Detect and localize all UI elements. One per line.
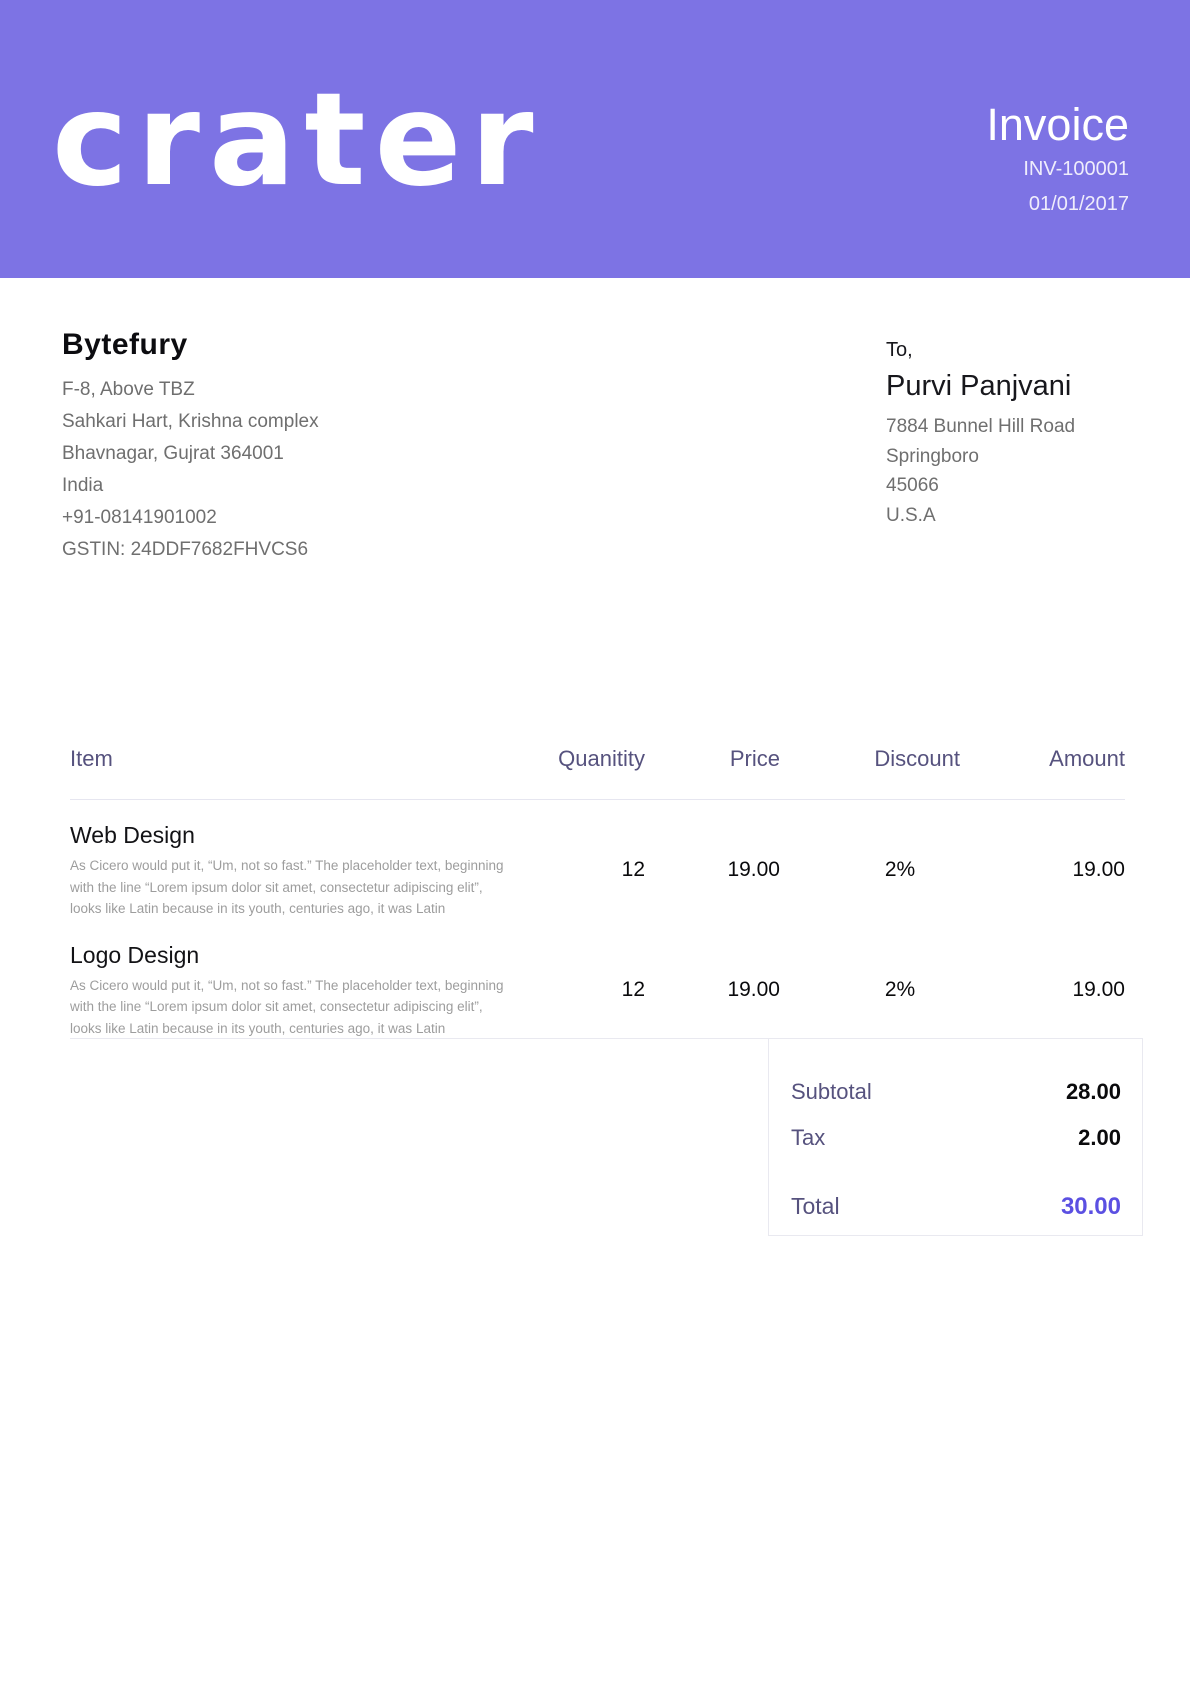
invoice-meta: Invoice INV-100001 01/01/2017 [986, 98, 1129, 222]
total-value: 30.00 [1060, 1193, 1121, 1220]
item-description: As Cicero would put it, “Um, not so fast… [70, 977, 504, 1036]
item-cell: Web Design As Cicero would put it, “Um, … [70, 821, 515, 920]
recipient-address-line: U.S.A [886, 504, 936, 526]
crater-logo: crater [52, 66, 543, 215]
tax-value: 2.00 [1078, 1125, 1121, 1150]
line-items-table: Item Quanitity Price Discount Amount Web… [70, 745, 1125, 1039]
seller-gstin: GSTIN: 24DDF7682FHVCS6 [62, 539, 309, 560]
recipient-address-line: 7884 Bunnel Hill Road [886, 416, 1076, 437]
recipient-address-line: Springboro [886, 445, 979, 467]
total-row: Total 30.00 [791, 1193, 1121, 1221]
subtotal-row: Subtotal 28.00 [791, 1079, 1121, 1105]
table-header-row: Item Quanitity Price Discount Amount [70, 745, 1125, 800]
tax-row: Tax 2.00 [791, 1125, 1121, 1151]
recipient-name: Purvi Panjvani [886, 370, 1072, 402]
item-name: Logo Design [70, 941, 200, 968]
seller-name: Bytefury [62, 328, 188, 361]
subtotal-label: Subtotal [791, 1079, 872, 1104]
seller-address-line: Sahkari Hart, Krishna complex [62, 411, 319, 432]
recipient-address: 7884 Bunnel Hill Road Springboro 45066 U… [886, 412, 1075, 530]
item-price: 19.00 [727, 858, 780, 882]
item-cell: Logo Design As Cicero would put it, “Um,… [70, 941, 515, 1040]
seller-address-line: Bhavnagar, Gujrat 364001 [62, 443, 284, 464]
item-discount: 2% [884, 858, 916, 882]
item-quantity: 12 [621, 858, 645, 882]
column-header-amount: Amount [1049, 746, 1125, 771]
invoice-title: Invoice [986, 99, 1129, 150]
invoice-number: INV-100001 [1023, 158, 1129, 180]
column-header-quantity: Quanitity [558, 746, 645, 771]
total-label: Total [791, 1193, 840, 1219]
seller-block: Bytefury F-8, Above TBZ Sahkari Hart, Kr… [62, 322, 319, 566]
seller-address: F-8, Above TBZ Sahkari Hart, Krishna com… [62, 374, 319, 566]
item-amount: 19.00 [1072, 858, 1125, 882]
seller-address-line: F-8, Above TBZ [62, 379, 195, 400]
table-bottom-divider [70, 1038, 1143, 1039]
item-description: As Cicero would put it, “Um, not so fast… [70, 858, 504, 916]
recipient-label: To, [886, 339, 913, 361]
tax-label: Tax [791, 1125, 826, 1150]
column-header-item: Item [70, 746, 113, 771]
subtotal-value: 28.00 [1065, 1079, 1121, 1104]
seller-phone: +91-08141901002 [62, 507, 217, 528]
recipient-block: To, Purvi Panjvani 7884 Bunnel Hill Road… [886, 336, 1075, 530]
column-header-discount: Discount [874, 746, 960, 771]
item-discount: 2% [884, 977, 916, 1001]
item-amount: 19.00 [1072, 977, 1125, 1001]
seller-address-line: India [62, 475, 104, 496]
column-header-price: Price [729, 746, 780, 771]
table-row: Web Design As Cicero would put it, “Um, … [70, 821, 1125, 920]
table-row: Logo Design As Cicero would put it, “Um,… [70, 941, 1125, 1040]
invoice-date: 01/01/2017 [1028, 193, 1129, 215]
item-price: 19.00 [727, 977, 780, 1001]
recipient-address-line: 45066 [886, 475, 939, 496]
item-quantity: 12 [621, 977, 645, 1001]
totals-box: Subtotal 28.00 Tax 2.00 Total 30.00 [768, 1038, 1143, 1236]
item-name: Web Design [70, 822, 195, 848]
invoice-header-band: crater Invoice INV-100001 01/01/2017 [0, 0, 1190, 278]
